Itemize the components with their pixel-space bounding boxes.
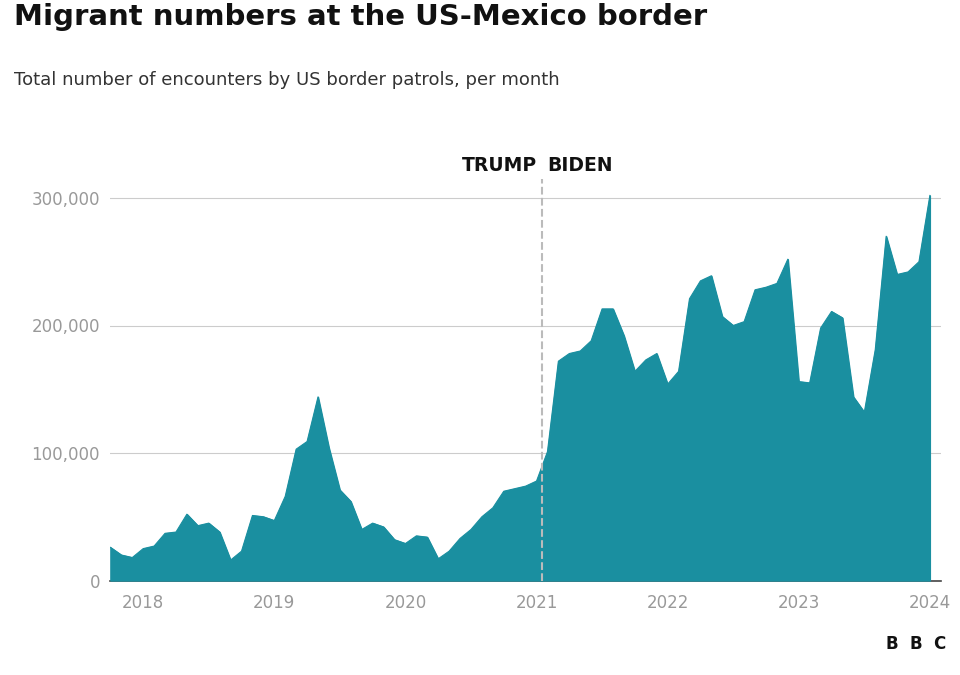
Text: Total number of encounters by US border patrols, per month: Total number of encounters by US border …: [14, 71, 560, 89]
FancyBboxPatch shape: [881, 618, 901, 670]
FancyBboxPatch shape: [929, 618, 949, 670]
Text: Migrant numbers at the US-Mexico border: Migrant numbers at the US-Mexico border: [14, 3, 708, 31]
Text: B: B: [909, 635, 922, 653]
Text: TRUMP: TRUMP: [462, 156, 537, 175]
Text: Source: US Customs and Border Protection Agency (data to Jan 2024): Source: US Customs and Border Protection…: [14, 637, 524, 651]
Text: BIDEN: BIDEN: [547, 156, 612, 175]
Text: C: C: [933, 635, 946, 653]
Text: B: B: [885, 635, 898, 653]
FancyBboxPatch shape: [905, 618, 925, 670]
